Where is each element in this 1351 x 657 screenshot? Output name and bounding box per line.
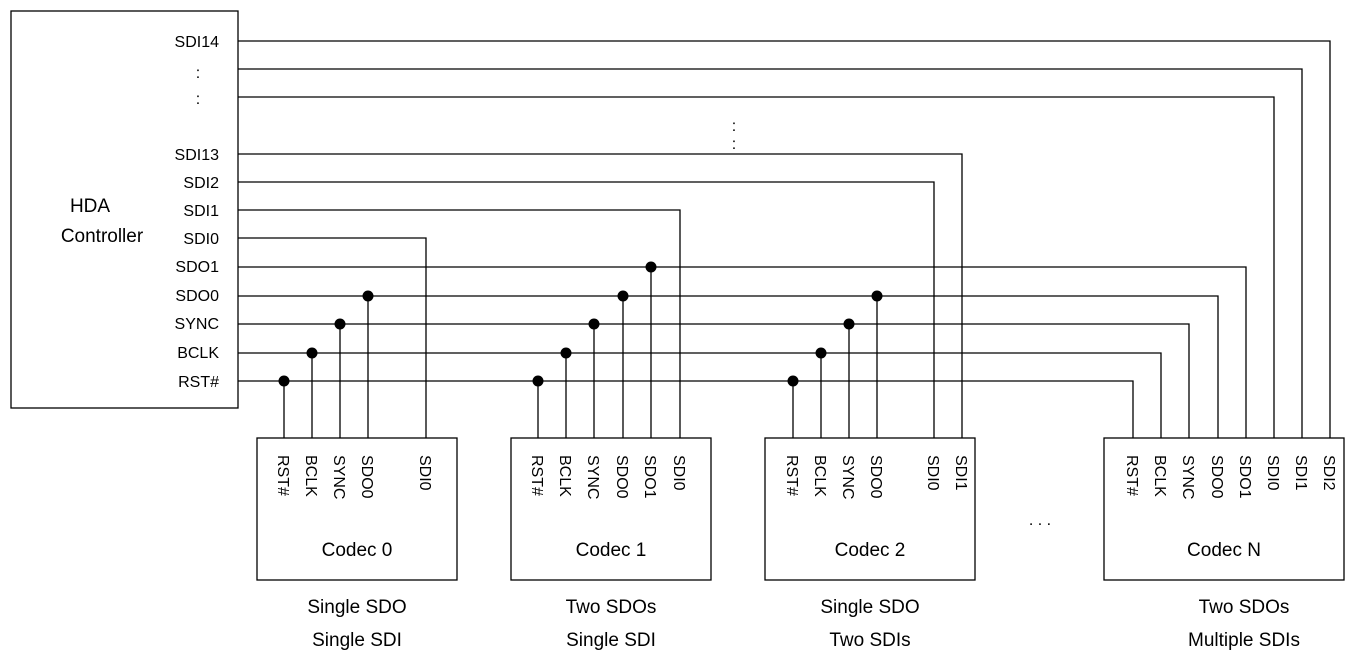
codec-0-box (256, 437, 458, 581)
port-label-sdi0: SDI0 (183, 231, 219, 248)
codec-n-pin-sdi1: SDI1 (1292, 455, 1309, 491)
port-label-sdi14: SDI14 (175, 34, 220, 51)
codec-2-name: Codec 2 (835, 540, 906, 561)
wire-sdi-ellipsis-b (238, 96, 1275, 438)
wire-sdi2 (238, 181, 935, 438)
junction-dot (787, 375, 799, 387)
codec-n-pin-sdi0: SDI0 (1264, 455, 1281, 491)
wire-sync (238, 323, 1190, 438)
junction-dots (278, 261, 883, 387)
junction-dot (278, 375, 290, 387)
codec-n-pin-sdi2: SDI2 (1320, 455, 1337, 491)
codec-1: RST# BCLK SYNC SDO0 SDO1 SDI0 Codec 1 Tw… (510, 437, 712, 651)
junction-dot (532, 375, 544, 387)
wire-bclk (238, 352, 1162, 438)
codec-n-pin-rst: RST# (1123, 455, 1140, 496)
codec-n-pin-bclk: BCLK (1151, 455, 1168, 497)
codec-2: RST# BCLK SYNC SDO0 SDI0 SDI1 Codec 2 Si… (764, 437, 976, 651)
codec-1-pin-sdo0: SDO0 (613, 455, 630, 499)
codec-n-pin-sync: SYNC (1179, 455, 1196, 499)
wire-sdi13 (238, 153, 963, 438)
port-label-sdi2: SDI2 (183, 175, 219, 192)
junction-dot (815, 347, 827, 359)
codec-0-pin-bclk: BCLK (302, 455, 319, 497)
wire-sdi14 (238, 40, 1331, 438)
junction-dot (871, 290, 883, 302)
codec-2-pin-sdi1: SDI1 (952, 455, 969, 491)
port-label-sdi13: SDI13 (175, 147, 220, 164)
codec-0: RST# BCLK SYNC SDO0 SDI0 Codec 0 Single … (256, 437, 458, 651)
codec-n-caption-2: Multiple SDIs (1188, 630, 1300, 651)
port-label-sdo1: SDO1 (175, 259, 219, 276)
port-label-ellipsis-2: : (196, 91, 200, 108)
port-label-sdo0: SDO0 (175, 288, 219, 305)
hda-controller-box (10, 10, 239, 409)
codec-1-caption-1: Two SDOs (566, 597, 657, 618)
codec-1-pin-sync: SYNC (584, 455, 601, 499)
port-label-sdi1: SDI1 (183, 203, 219, 220)
codec-n-pin-sdo1: SDO1 (1236, 455, 1253, 499)
codec-n: RST# BCLK SYNC SDO0 SDO1 SDI0 SDI1 SDI2 … (1103, 437, 1345, 651)
wire-sdi0 (238, 237, 427, 438)
codec-n-pin-sdo0: SDO0 (1208, 455, 1225, 499)
wire-sdi-ellipsis-a (238, 68, 1303, 438)
codec-2-box (764, 437, 976, 581)
wire-sdo1 (238, 266, 1247, 438)
codec-ellipsis: . . . (1029, 512, 1051, 529)
codec-0-pin-sdi0: SDI0 (416, 455, 433, 491)
controller-title-line2: Controller (61, 226, 144, 247)
codec-0-name: Codec 0 (322, 540, 393, 561)
junction-dot (617, 290, 629, 302)
codec-2-caption-1: Single SDO (820, 597, 919, 618)
codec-1-pin-sdo1: SDO1 (641, 455, 658, 499)
wire-sdi1 (238, 209, 681, 438)
codec-n-caption-1: Two SDOs (1199, 597, 1290, 618)
codec-1-pin-bclk: BCLK (556, 455, 573, 497)
port-label-sync: SYNC (175, 316, 219, 333)
port-label-bclk: BCLK (177, 345, 219, 362)
codec-n-box (1103, 437, 1345, 581)
junction-dot (645, 261, 657, 273)
junction-dot (334, 318, 346, 330)
codec-2-pin-sdo0: SDO0 (867, 455, 884, 499)
sdi-ellipsis-mid-2: : (732, 136, 736, 153)
codec-0-pin-sync: SYNC (330, 455, 347, 499)
sdi-ellipsis-mid-1: : (732, 118, 736, 135)
junction-dot (588, 318, 600, 330)
codec-n-name: Codec N (1187, 540, 1261, 561)
codec-0-caption-1: Single SDO (307, 597, 406, 618)
codec-2-pin-sdi0: SDI0 (924, 455, 941, 491)
controller-title-line1: HDA (70, 196, 110, 217)
codec-1-pin-rst: RST# (528, 455, 545, 496)
port-label-rst: RST# (178, 374, 219, 391)
codec-2-pin-bclk: BCLK (811, 455, 828, 497)
junction-dot (560, 347, 572, 359)
codec-1-caption-2: Single SDI (566, 630, 656, 651)
bus-wires (238, 40, 1331, 438)
codec-2-caption-2: Two SDIs (829, 630, 910, 651)
codec-2-pin-sync: SYNC (839, 455, 856, 499)
codec-0-pin-sdo0: SDO0 (358, 455, 375, 499)
codec-0-caption-2: Single SDI (312, 630, 402, 651)
junction-dot (306, 347, 318, 359)
codec-0-pin-rst: RST# (274, 455, 291, 496)
junction-dot (362, 290, 374, 302)
codec-1-name: Codec 1 (576, 540, 647, 561)
codec-1-pin-sdi0: SDI0 (670, 455, 687, 491)
codec-1-box (510, 437, 712, 581)
junction-dot (843, 318, 855, 330)
port-label-ellipsis-1: : (196, 65, 200, 82)
wire-rst (238, 380, 1134, 438)
codec-2-pin-rst: RST# (783, 455, 800, 496)
wire-sdo0 (238, 295, 1219, 438)
